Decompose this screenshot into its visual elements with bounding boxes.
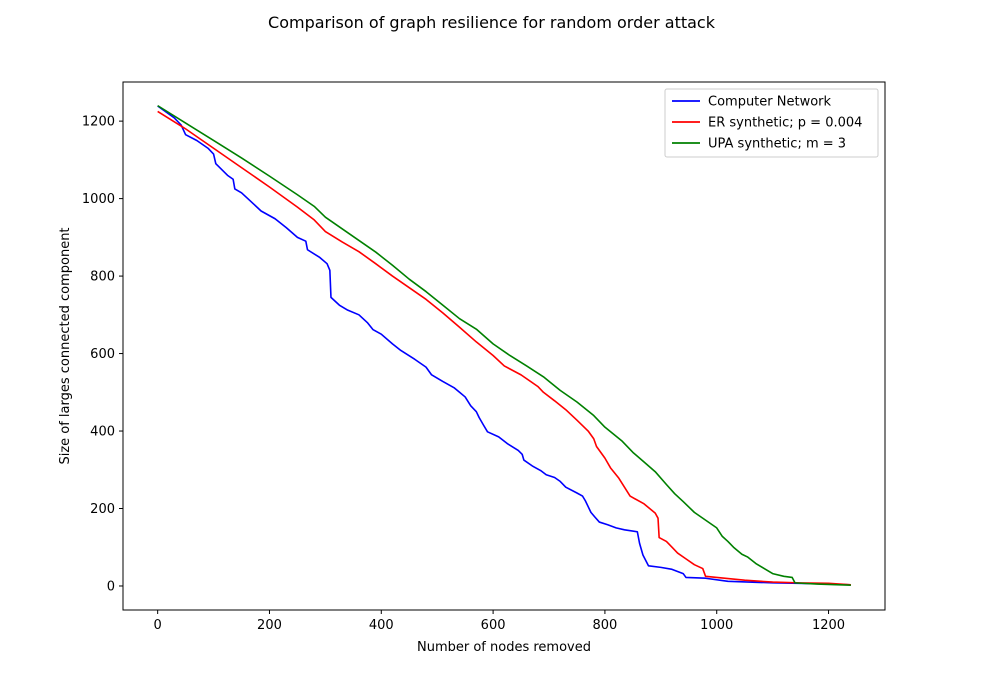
y-axis-label: Size of larges connected component: [58, 227, 73, 464]
x-tick-label: 400: [369, 618, 394, 633]
legend: Computer Network ER synthetic; p = 0.004 U…: [664, 88, 879, 158]
y-tick-label: 1000: [82, 192, 115, 207]
x-tick-label: 1200: [812, 618, 845, 633]
x-axis-label: Number of nodes removed: [417, 640, 591, 655]
y-tick-label: 1200: [82, 115, 115, 130]
x-tick-label: 800: [592, 618, 617, 633]
y-tick-label: 200: [90, 502, 115, 517]
series-line-3: [157, 104, 851, 587]
legend-label-2: ER synthetic; p = 0.004: [708, 116, 862, 131]
x-tick-label: 0: [154, 618, 162, 633]
axis-ticks: 0 200 400 600 800 1000 1200 0 200 400 600 800 1000 12…: [82, 115, 845, 633]
plot-frame: [122, 81, 886, 611]
x-tick-label: 1000: [700, 618, 733, 633]
y-tick-label: 600: [90, 347, 115, 362]
x-tick-label: 200: [257, 618, 282, 633]
x-tick-label: 600: [481, 618, 506, 633]
legend-box: [664, 88, 879, 158]
y-tick-label: 800: [90, 270, 115, 285]
y-tick-label: 0: [107, 579, 115, 594]
series-line-1: [157, 105, 851, 586]
chart-title: Comparison of graph resilience for rando…: [268, 13, 716, 32]
legend-label-1: Computer Network: [708, 95, 832, 110]
series-line-2: [157, 110, 851, 586]
legend-label-3: UPA synthetic; m = 3: [708, 137, 846, 152]
y-tick-label: 400: [90, 425, 115, 440]
plot-area: [157, 104, 851, 587]
